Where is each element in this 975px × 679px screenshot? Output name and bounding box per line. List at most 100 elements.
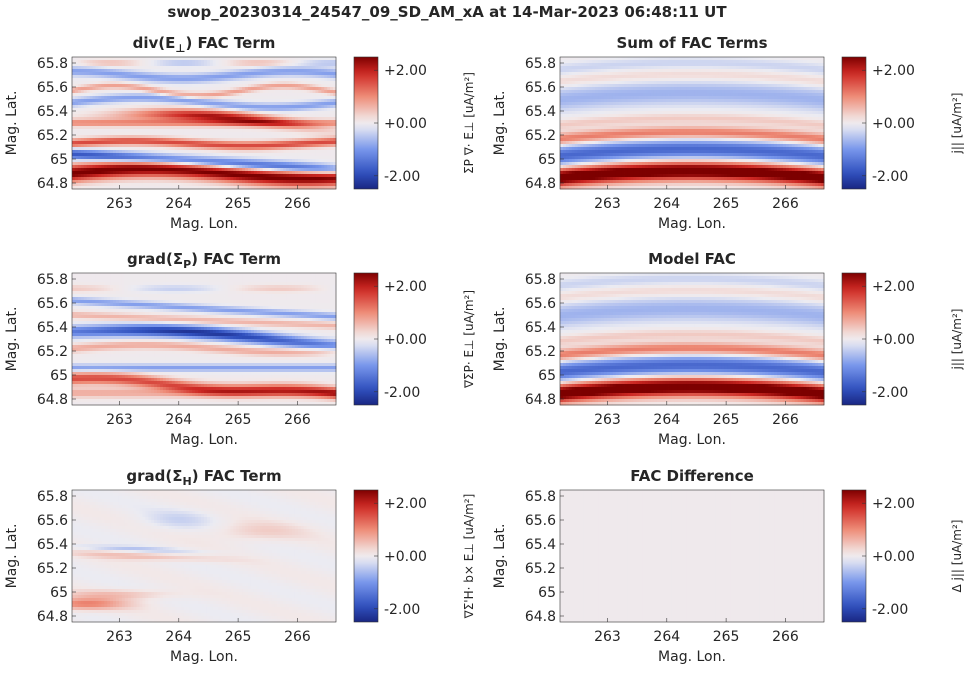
heatmap-cell bbox=[192, 96, 195, 99]
heatmap-cell bbox=[239, 96, 242, 99]
heatmap-cell bbox=[166, 66, 169, 69]
heatmap-cell bbox=[201, 63, 204, 66]
heatmap-cell bbox=[169, 60, 172, 63]
heatmap-cell bbox=[274, 93, 277, 96]
heatmap-cell bbox=[321, 57, 324, 60]
heatmap-cell bbox=[163, 63, 166, 66]
heatmap-cell bbox=[286, 78, 289, 81]
heatmap-cell bbox=[289, 63, 292, 66]
heatmap-cell bbox=[98, 111, 101, 114]
heatmap-cell bbox=[110, 102, 113, 105]
heatmap-cell bbox=[304, 90, 307, 93]
heatmap-cell bbox=[139, 111, 142, 114]
heatmap-cell bbox=[266, 99, 269, 102]
heatmap-cell bbox=[131, 78, 134, 81]
heatmap-cell bbox=[257, 75, 260, 78]
heatmap-cell bbox=[195, 63, 198, 66]
heatmap-cell bbox=[87, 87, 90, 90]
heatmap-cell bbox=[72, 99, 75, 102]
heatmap-cell bbox=[104, 93, 107, 96]
heatmap-cell bbox=[160, 102, 163, 105]
heatmap-cell bbox=[269, 102, 272, 105]
heatmap-cell bbox=[318, 99, 321, 102]
heatmap-cell bbox=[75, 78, 78, 81]
heatmap-cell bbox=[181, 57, 184, 60]
heatmap-cell bbox=[160, 99, 163, 102]
heatmap-cell bbox=[251, 75, 254, 78]
heatmap-cell bbox=[315, 108, 318, 111]
heatmap-cell bbox=[216, 72, 219, 75]
heatmap-cell bbox=[230, 102, 233, 105]
heatmap-cell bbox=[245, 72, 248, 75]
heatmap-cell bbox=[283, 75, 286, 78]
heatmap-cell bbox=[198, 78, 201, 81]
heatmap-cell bbox=[128, 63, 131, 66]
heatmap-cell bbox=[304, 93, 307, 96]
heatmap-cell bbox=[251, 72, 254, 75]
heatmap-cell bbox=[107, 102, 110, 105]
heatmap-cell bbox=[327, 96, 330, 99]
heatmap-cell bbox=[192, 84, 195, 87]
heatmap-cell bbox=[254, 90, 257, 93]
heatmap-cell bbox=[134, 60, 137, 63]
heatmap-cell bbox=[90, 84, 93, 87]
heatmap-cell bbox=[128, 96, 131, 99]
heatmap-cell bbox=[87, 105, 90, 108]
heatmap-cell bbox=[213, 72, 216, 75]
heatmap-cell bbox=[239, 108, 242, 111]
heatmap-cell bbox=[236, 99, 239, 102]
heatmap-cell bbox=[271, 111, 274, 114]
heatmap-cell bbox=[277, 90, 280, 93]
heatmap-cell bbox=[230, 99, 233, 102]
heatmap-cell bbox=[134, 81, 137, 84]
heatmap-cell bbox=[148, 96, 151, 99]
heatmap-cell bbox=[233, 72, 236, 75]
heatmap-cell bbox=[201, 60, 204, 63]
heatmap-cell bbox=[298, 102, 301, 105]
heatmap-cell bbox=[210, 96, 213, 99]
heatmap-cell bbox=[216, 66, 219, 69]
heatmap-cell bbox=[131, 90, 134, 93]
heatmap-cell bbox=[113, 75, 116, 78]
heatmap-cell bbox=[181, 105, 184, 108]
heatmap-cell bbox=[145, 75, 148, 78]
heatmap-cell bbox=[271, 87, 274, 90]
heatmap-cell bbox=[207, 66, 210, 69]
heatmap-cell bbox=[87, 60, 90, 63]
heatmap-cell bbox=[116, 108, 119, 111]
heatmap-cell bbox=[222, 81, 225, 84]
heatmap-cell bbox=[219, 57, 222, 60]
heatmap-cell bbox=[227, 105, 230, 108]
heatmap-cell bbox=[210, 78, 213, 81]
heatmap-cell bbox=[151, 102, 154, 105]
heatmap-cell bbox=[195, 72, 198, 75]
heatmap-cell bbox=[178, 81, 181, 84]
heatmap-cell bbox=[104, 102, 107, 105]
heatmap-cell bbox=[301, 108, 304, 111]
heatmap-cell bbox=[289, 108, 292, 111]
heatmap-cell bbox=[260, 72, 263, 75]
heatmap-cell bbox=[186, 84, 189, 87]
heatmap-cell bbox=[324, 60, 327, 63]
heatmap-cell bbox=[148, 60, 151, 63]
heatmap-cell bbox=[178, 99, 181, 102]
heatmap-cell bbox=[271, 108, 274, 111]
heatmap-cell bbox=[84, 99, 87, 102]
heatmap-cell bbox=[154, 63, 157, 66]
heatmap-cell bbox=[137, 105, 140, 108]
heatmap-cell bbox=[219, 90, 222, 93]
heatmap-cell bbox=[163, 66, 166, 69]
heatmap-cell bbox=[242, 90, 245, 93]
heatmap-cell bbox=[315, 75, 318, 78]
heatmap-cell bbox=[75, 114, 78, 117]
heatmap-cell bbox=[113, 99, 116, 102]
heatmap-cell bbox=[242, 105, 245, 108]
heatmap-cell bbox=[98, 93, 101, 96]
heatmap-cell bbox=[178, 90, 181, 93]
heatmap-cell bbox=[245, 87, 248, 90]
heatmap-cell bbox=[84, 75, 87, 78]
heatmap-cell bbox=[289, 99, 292, 102]
heatmap-cell bbox=[166, 105, 169, 108]
heatmap-cell bbox=[72, 96, 75, 99]
heatmap-cell bbox=[260, 87, 263, 90]
